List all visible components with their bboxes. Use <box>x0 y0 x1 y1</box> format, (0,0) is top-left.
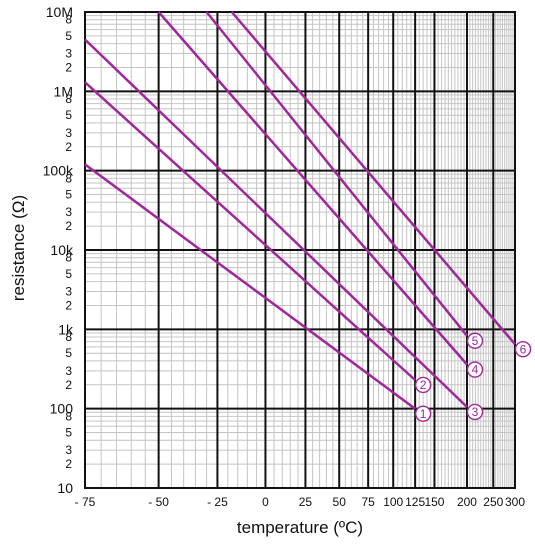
series-line-2 <box>84 81 416 381</box>
y-tick-label-minor: 2 <box>65 457 72 471</box>
x-tick-label: - 50 <box>148 495 169 509</box>
y-tick-label-minor: 3 <box>65 443 72 457</box>
series-marker-5 <box>466 332 484 349</box>
series-label-5: 5 <box>472 334 479 348</box>
series-lines <box>84 11 516 410</box>
x-tick-label: 25 <box>299 495 313 509</box>
y-tick-label-minor: 3 <box>65 205 72 219</box>
y-tick-label-minor: 8 <box>65 251 72 265</box>
series-line-1 <box>84 163 416 410</box>
series-marker-1 <box>414 405 432 422</box>
series-labels: 1 2 3 4 5 6 <box>414 332 532 422</box>
x-tick-label: 50 <box>333 495 347 509</box>
series-label-2: 2 <box>420 378 427 392</box>
y-tick-label-minor: 3 <box>65 46 72 60</box>
y-tick-label-minor: 8 <box>65 409 72 423</box>
y-tick-label-minor: 5 <box>65 426 72 440</box>
x-tick-label: 100 <box>383 495 403 509</box>
y-tick-label-minor: 8 <box>65 13 72 27</box>
y-tick-label-minor: 3 <box>65 126 72 140</box>
y-tick-label: 100 <box>50 401 74 417</box>
y-tick-label-minor: 5 <box>65 29 72 43</box>
x-tick-label: 250 <box>483 495 503 509</box>
y-tick-label-minor: 2 <box>65 219 72 233</box>
y-tick-label-minor: 5 <box>65 188 72 202</box>
series-line-6 <box>230 11 516 346</box>
y-tick-label-minor: 8 <box>65 171 72 185</box>
y-tick-label-minor: 8 <box>65 330 72 344</box>
y-tick-label-minor: 5 <box>65 346 72 360</box>
series-label-3: 3 <box>472 405 479 419</box>
series-marker-2 <box>414 376 432 394</box>
y-tick-label: 1k <box>58 321 74 337</box>
series-label-6: 6 <box>520 342 527 356</box>
y-tick-label-minor: 2 <box>65 298 72 312</box>
series-line-5 <box>205 11 468 337</box>
x-axis-title: temperature (ºC) <box>237 518 363 537</box>
series-line-4 <box>157 11 468 366</box>
y-tick-label-minor: 8 <box>65 92 72 106</box>
y-axis-title: resistance (Ω) <box>9 195 28 301</box>
series-label-4: 4 <box>472 363 479 377</box>
plot-frame <box>84 11 516 489</box>
x-tick-label: 200 <box>457 495 477 509</box>
y-tick-label: 10k <box>50 242 74 258</box>
x-tick-label: 300 <box>505 495 525 509</box>
y-tick-label-minor: 2 <box>65 378 72 392</box>
y-tick-labels: 101001k10k100k1M10M235823582358235823582… <box>43 4 74 496</box>
y-tick-label-minor: 2 <box>65 60 72 74</box>
series-marker-6 <box>514 340 532 358</box>
y-tick-label-minor: 5 <box>65 267 72 281</box>
series-label-1: 1 <box>420 407 427 421</box>
x-tick-label: 0 <box>262 495 269 509</box>
y-tick-label: 10M <box>46 4 73 20</box>
series-marker-4 <box>466 361 484 378</box>
x-tick-label: - 75 <box>75 495 96 509</box>
x-tick-label: - 25 <box>207 495 228 509</box>
x-tick-label: 125 <box>405 495 425 509</box>
y-tick-label: 1M <box>54 83 73 99</box>
y-tick-label-minor: 5 <box>65 108 72 122</box>
series-marker-3 <box>466 403 484 421</box>
y-tick-label: 10 <box>57 480 73 496</box>
x-tick-label: 75 <box>361 495 375 509</box>
series-line-3 <box>84 38 468 408</box>
y-tick-label-minor: 3 <box>65 364 72 378</box>
x-tick-labels: - 75 - 50 - 25 0 25 50 75 100 125 150 200 250 300 <box>75 495 526 509</box>
y-tick-label-minor: 3 <box>65 284 72 298</box>
y-tick-label: 100k <box>43 163 74 179</box>
y-tick-label-minor: 2 <box>65 140 72 154</box>
x-tick-label: 150 <box>424 495 444 509</box>
